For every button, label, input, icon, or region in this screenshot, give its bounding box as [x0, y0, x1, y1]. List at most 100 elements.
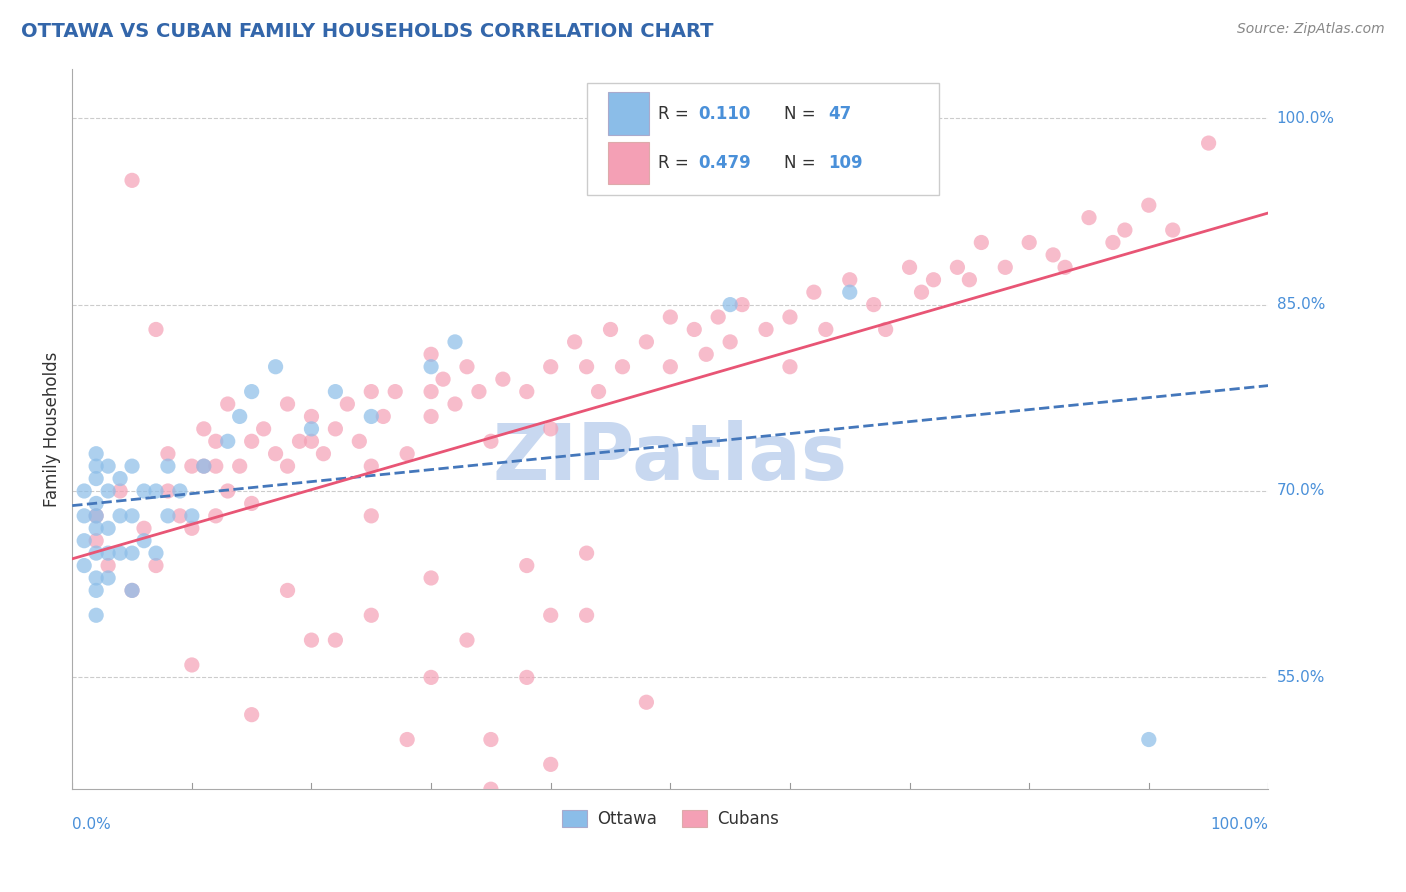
Point — [540, 608, 562, 623]
Point — [312, 447, 335, 461]
Point — [479, 732, 502, 747]
Point — [325, 422, 347, 436]
Point — [420, 359, 443, 374]
Point — [156, 483, 179, 498]
Point — [516, 384, 538, 399]
Point — [97, 459, 120, 474]
Point — [217, 397, 239, 411]
Point — [156, 447, 179, 461]
Point — [97, 571, 120, 585]
Point — [360, 409, 382, 424]
Point — [564, 334, 586, 349]
Point — [814, 322, 837, 336]
Point — [204, 508, 226, 523]
Point — [121, 583, 143, 598]
Point — [156, 459, 179, 474]
Point — [695, 347, 717, 361]
Point — [217, 434, 239, 449]
Point — [360, 384, 382, 399]
Point — [396, 732, 419, 747]
Point — [277, 583, 299, 598]
Point — [301, 434, 323, 449]
Point — [707, 310, 730, 324]
Point — [384, 384, 406, 399]
Text: Source: ZipAtlas.com: Source: ZipAtlas.com — [1237, 22, 1385, 37]
Point — [1078, 211, 1101, 225]
Point — [588, 384, 610, 399]
Point — [121, 508, 143, 523]
Point — [1198, 136, 1220, 150]
Point — [540, 359, 562, 374]
FancyBboxPatch shape — [609, 142, 648, 184]
Point — [180, 657, 202, 672]
Point — [145, 546, 167, 560]
Point — [946, 260, 969, 275]
Point — [84, 533, 107, 548]
Y-axis label: Family Households: Family Households — [44, 351, 60, 507]
Point — [360, 508, 382, 523]
Point — [420, 347, 443, 361]
Point — [420, 384, 443, 399]
Text: R =: R = — [658, 153, 695, 172]
Text: 109: 109 — [828, 153, 863, 172]
Point — [1054, 260, 1077, 275]
FancyBboxPatch shape — [586, 83, 939, 194]
Point — [875, 322, 897, 336]
Text: 0.110: 0.110 — [697, 104, 751, 123]
Point — [97, 483, 120, 498]
Point — [1042, 248, 1064, 262]
Point — [121, 459, 143, 474]
Point — [325, 384, 347, 399]
Text: 0.479: 0.479 — [697, 153, 751, 172]
Point — [156, 508, 179, 523]
Point — [132, 483, 155, 498]
Point — [575, 608, 598, 623]
Point — [217, 483, 239, 498]
Point — [910, 285, 932, 300]
Point — [516, 558, 538, 573]
Point — [228, 459, 250, 474]
Point — [683, 322, 706, 336]
Point — [360, 608, 382, 623]
Point — [325, 633, 347, 648]
Point — [108, 508, 131, 523]
Point — [1137, 732, 1160, 747]
Point — [360, 459, 382, 474]
Point — [121, 173, 143, 187]
Point — [838, 285, 860, 300]
Point — [432, 372, 454, 386]
Point — [132, 533, 155, 548]
Point — [193, 459, 215, 474]
Point — [84, 496, 107, 510]
Point — [862, 297, 884, 311]
Point — [396, 447, 419, 461]
Point — [277, 397, 299, 411]
Point — [84, 447, 107, 461]
Point — [240, 707, 263, 722]
Point — [1161, 223, 1184, 237]
Point — [479, 782, 502, 797]
Point — [731, 297, 754, 311]
Text: OTTAWA VS CUBAN FAMILY HOUSEHOLDS CORRELATION CHART: OTTAWA VS CUBAN FAMILY HOUSEHOLDS CORREL… — [21, 22, 714, 41]
Point — [456, 359, 478, 374]
Point — [540, 757, 562, 772]
Point — [252, 422, 274, 436]
Point — [659, 310, 682, 324]
Point — [84, 508, 107, 523]
Point — [575, 359, 598, 374]
Point — [479, 434, 502, 449]
Point — [718, 297, 741, 311]
Point — [1102, 235, 1125, 250]
Point — [444, 334, 467, 349]
Point — [420, 670, 443, 684]
Point — [288, 434, 311, 449]
Text: 100.0%: 100.0% — [1211, 817, 1268, 832]
Point — [492, 372, 515, 386]
Point — [636, 334, 658, 349]
Point — [575, 546, 598, 560]
Point — [73, 508, 96, 523]
Point — [84, 508, 107, 523]
Point — [73, 533, 96, 548]
Point — [994, 260, 1017, 275]
Point — [108, 472, 131, 486]
